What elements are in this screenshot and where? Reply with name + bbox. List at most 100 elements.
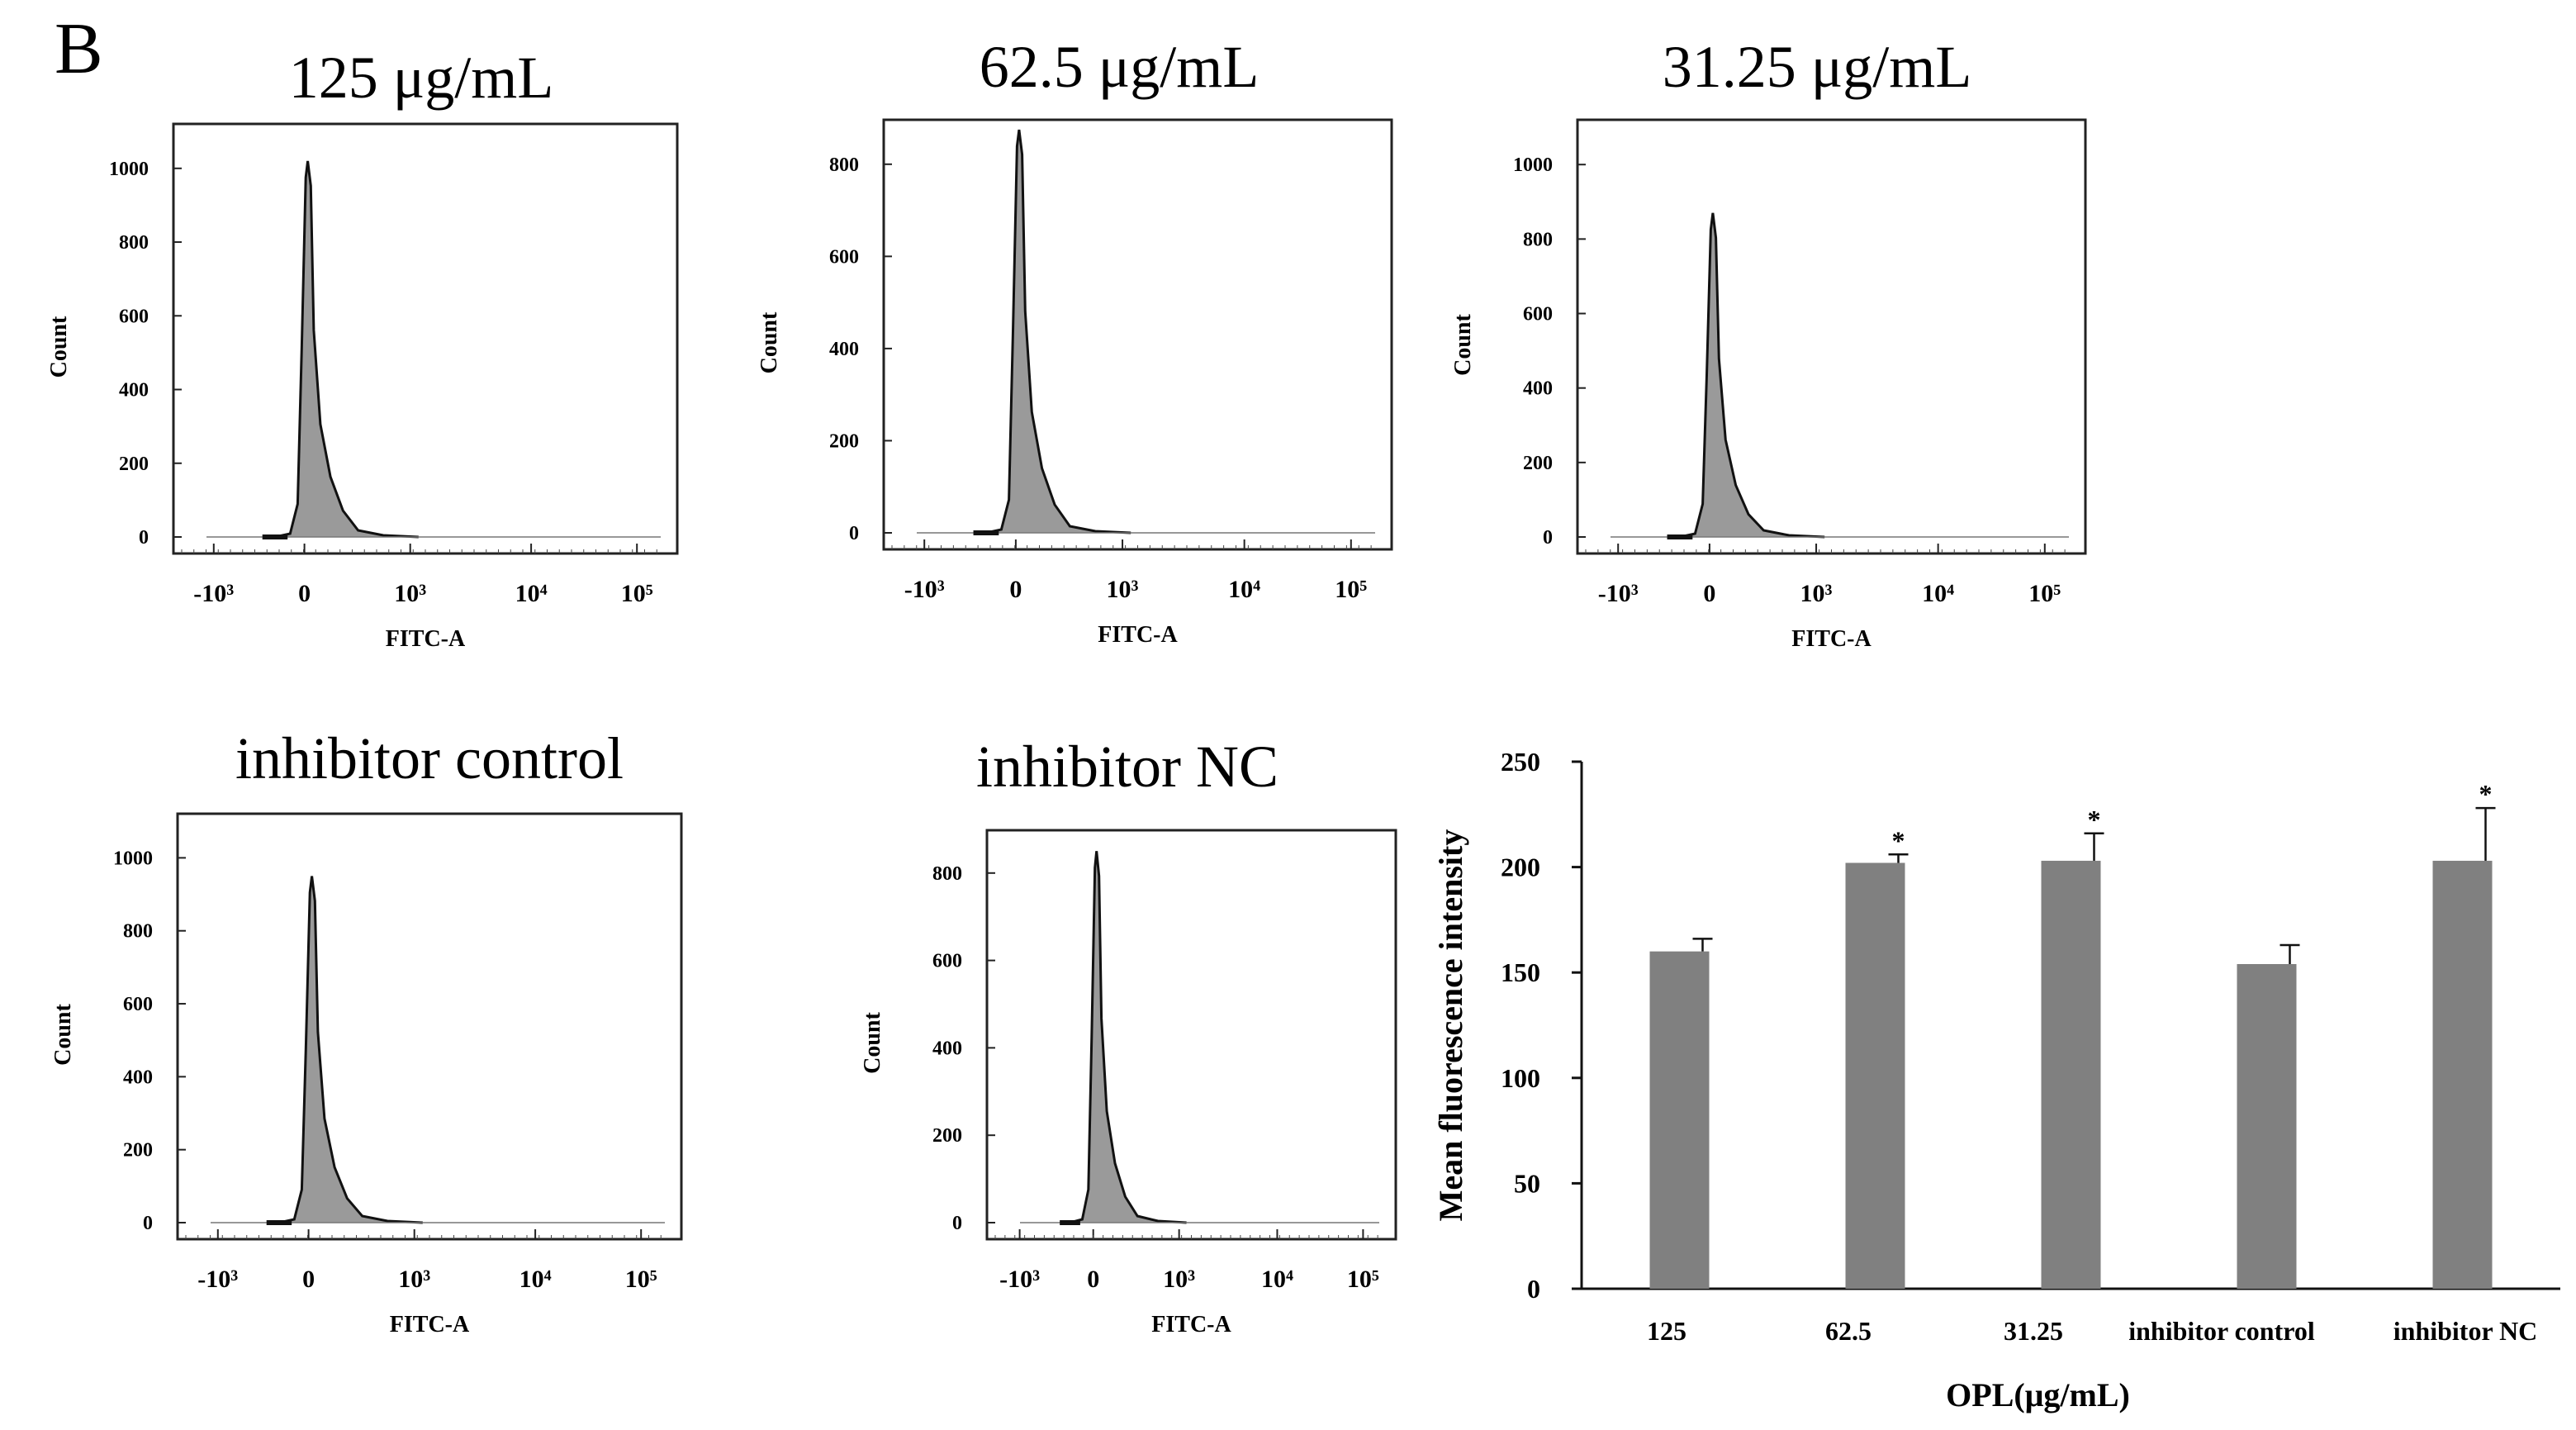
histogram-title: 31.25 μg/mL	[1663, 34, 1972, 100]
bar-2	[1845, 862, 1905, 1289]
x-axis-label: FITC-A	[386, 626, 466, 652]
y-tick-label: 200	[119, 454, 149, 475]
y-tick-label: 0	[139, 527, 149, 549]
y-tick-label: 1000	[109, 159, 149, 180]
y-tick-label: 400	[829, 339, 859, 360]
y-tick-label: 800	[119, 232, 149, 254]
x-axis-label: FITC-A	[390, 1312, 470, 1337]
x-tick-label: 10⁴	[519, 1266, 552, 1293]
bar-y-tick-label: 0	[1527, 1274, 1540, 1304]
bar-4	[2237, 963, 2297, 1289]
histogram-5: inhibitor NC 0 200 400 600 800 -10³ 0 10³ 10⁴ 10⁵ F…	[860, 734, 1397, 1337]
y-axis-label: Count	[860, 1011, 885, 1073]
y-tick-label: 400	[123, 1067, 153, 1088]
panel-label: B	[55, 9, 103, 89]
x-tick-label: 10⁵	[1335, 576, 1367, 603]
x-tick-label: 0	[1703, 580, 1715, 607]
histogram-3: 31.25 μg/mL 0 200 400 600 800 1000 -10³ 0 10³ 10⁴ 1…	[1450, 34, 2087, 652]
y-tick-label: 200	[932, 1125, 962, 1147]
bar-y-axis-label: Mean fluorescence intensity	[1432, 829, 1469, 1222]
y-tick-label: 200	[123, 1140, 153, 1162]
x-tick-label: 10⁵	[625, 1266, 657, 1293]
x-tick-label: 10³	[1163, 1266, 1195, 1293]
significance-marker: *	[1892, 825, 1905, 855]
histogram-title: inhibitor NC	[976, 734, 1279, 800]
y-axis-label: Count	[50, 1003, 76, 1065]
x-tick-label: 0	[1009, 576, 1022, 603]
histogram-title: inhibitor control	[235, 725, 624, 791]
plot-frame	[1576, 118, 2087, 555]
y-tick-label: 1000	[113, 848, 153, 869]
x-tick-label: 0	[1087, 1266, 1099, 1293]
significance-marker: *	[2479, 779, 2493, 809]
plot-frame	[172, 122, 679, 555]
bar-y-tick-label: 200	[1501, 853, 1540, 882]
x-tick-label: 10⁵	[1347, 1266, 1379, 1293]
bar-category-label: 62.5	[1825, 1316, 1872, 1346]
x-tick-label: 10³	[1800, 580, 1833, 607]
y-tick-label: 600	[829, 246, 859, 268]
x-tick-label: -10³	[1598, 580, 1639, 607]
y-tick-label: 400	[932, 1038, 962, 1059]
bar-category-label: 31.25	[2004, 1316, 2063, 1346]
x-tick-label: 0	[302, 1266, 315, 1293]
y-tick-label: 0	[143, 1213, 153, 1234]
y-tick-label: 600	[932, 951, 962, 972]
histogram-area	[1070, 851, 1187, 1223]
x-tick-label: 10³	[394, 580, 426, 607]
bar-category-label: inhibitor NC	[2393, 1316, 2538, 1346]
bar-y-tick-label: 150	[1501, 957, 1540, 987]
axis-event-marker	[1667, 534, 1693, 539]
x-tick-label: 10³	[398, 1266, 430, 1293]
histogram-4: inhibitor control 0 200 400 600 800 1000 -10³ 0 1…	[50, 725, 683, 1337]
significance-marker: *	[2088, 805, 2101, 834]
bar-1	[1649, 951, 1710, 1289]
y-tick-label: 400	[119, 380, 149, 401]
histogram-area	[275, 160, 419, 537]
x-tick-label: -10³	[197, 1266, 238, 1293]
plot-frame	[176, 812, 683, 1241]
y-axis-label: Count	[757, 311, 782, 373]
axis-event-marker	[973, 530, 999, 535]
plot-frame	[985, 829, 1397, 1241]
x-axis-label: FITC-A	[1098, 622, 1178, 648]
histogram-outline	[278, 876, 423, 1224]
x-tick-label: -10³	[999, 1266, 1040, 1293]
axis-event-marker	[1060, 1220, 1080, 1225]
y-tick-label: 400	[1523, 378, 1553, 400]
bar-y-tick-label: 100	[1501, 1063, 1540, 1093]
histogram-outline	[1679, 212, 1825, 539]
y-tick-label: 0	[952, 1213, 962, 1234]
y-tick-label: 0	[1543, 527, 1553, 549]
y-tick-label: 800	[829, 154, 859, 176]
histogram-area	[1679, 212, 1825, 537]
x-tick-label: 10⁵	[2028, 580, 2061, 607]
y-axis-label: Count	[46, 316, 72, 378]
histogram-2: 62.5 μg/mL 0 200 400 600 800 -10³ 0 10³ 10⁴ 10⁵ FIT…	[757, 34, 1393, 648]
axis-event-marker	[266, 1220, 292, 1225]
bar-y-tick-label: 250	[1501, 747, 1540, 777]
plot-frame	[882, 118, 1393, 551]
y-tick-label: 200	[1523, 453, 1553, 474]
bar-3	[2041, 860, 2101, 1289]
x-tick-label: -10³	[904, 576, 945, 603]
y-tick-label: 600	[123, 994, 153, 1015]
histogram-area	[985, 130, 1131, 533]
x-tick-label: 0	[298, 580, 311, 607]
bar-category-label: 125	[1647, 1316, 1686, 1346]
x-tick-label: 10⁴	[1261, 1266, 1293, 1293]
histogram-outline	[274, 160, 419, 539]
bar-5	[2432, 860, 2493, 1289]
histogram-1: 125 μg/mL 0 200 400 600 800 1000 -10³ 0 10³ 10⁴ 10⁵…	[46, 45, 679, 652]
x-tick-label: 10⁴	[1228, 576, 1260, 603]
histogram-outline	[1070, 851, 1187, 1224]
y-tick-label: 800	[1523, 229, 1553, 250]
y-tick-label: 600	[1523, 304, 1553, 325]
y-tick-label: 0	[849, 523, 859, 544]
histogram-title: 62.5 μg/mL	[980, 34, 1260, 100]
y-tick-label: 200	[829, 430, 859, 452]
x-tick-label: 10³	[1107, 576, 1139, 603]
y-tick-label: 800	[123, 921, 153, 943]
histogram-outline	[985, 129, 1131, 534]
